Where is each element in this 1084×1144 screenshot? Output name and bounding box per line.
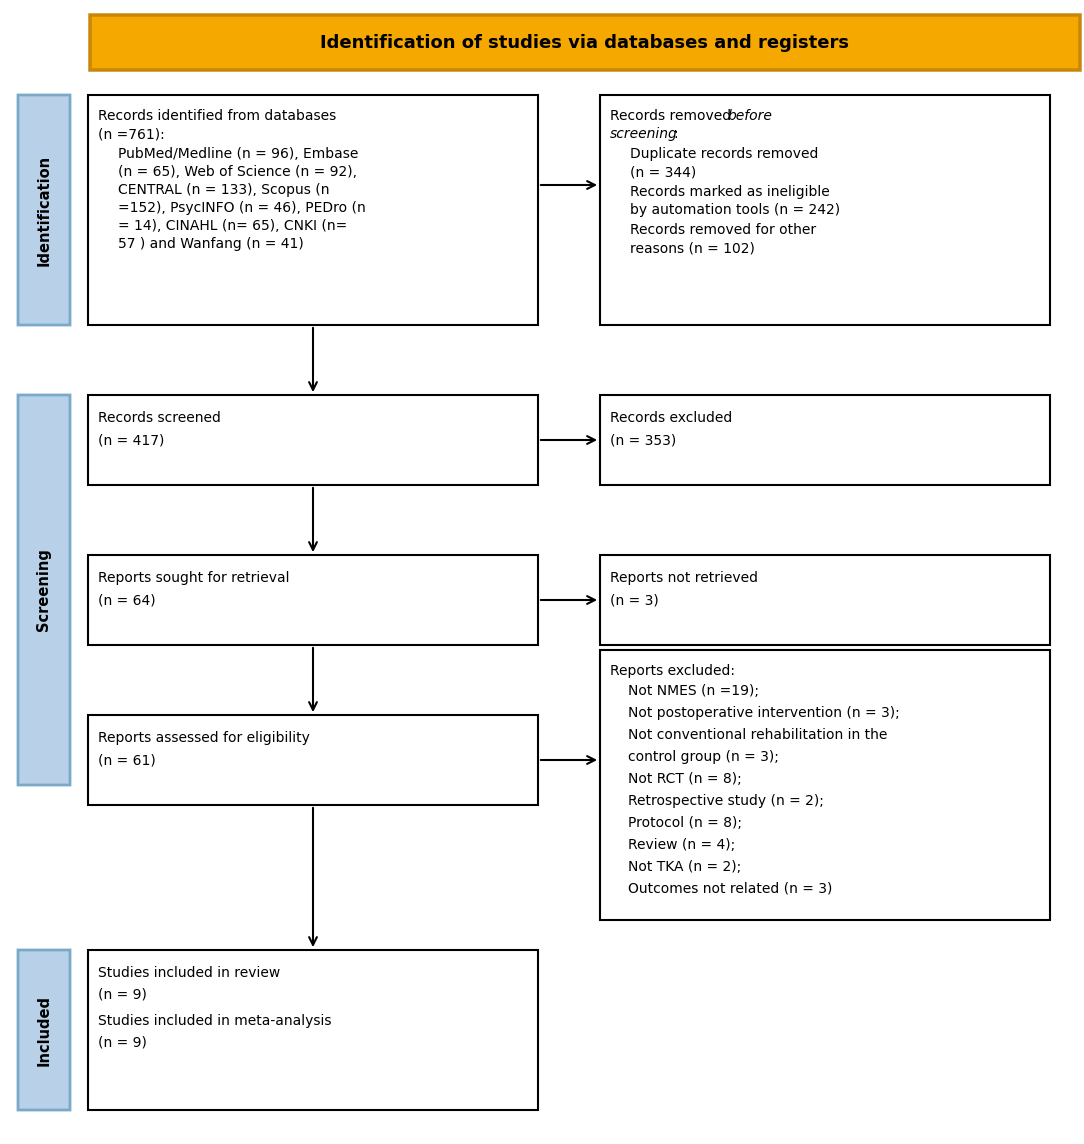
Text: Outcomes not related (n = 3): Outcomes not related (n = 3) <box>628 882 833 896</box>
Text: (n = 64): (n = 64) <box>98 593 156 607</box>
Text: Not TKA (n = 2);: Not TKA (n = 2); <box>628 860 741 874</box>
Bar <box>88 950 538 1110</box>
Text: (n = 344): (n = 344) <box>630 165 696 178</box>
Text: Reports assessed for eligibility: Reports assessed for eligibility <box>98 731 310 745</box>
Text: =152), PsycINFO (n = 46), PEDro (n: =152), PsycINFO (n = 46), PEDro (n <box>118 201 365 215</box>
Text: Not postoperative intervention (n = 3);: Not postoperative intervention (n = 3); <box>628 706 900 720</box>
Text: Records excluded: Records excluded <box>610 411 733 426</box>
Text: Identification: Identification <box>37 154 52 265</box>
Text: Not RCT (n = 8);: Not RCT (n = 8); <box>628 772 741 786</box>
Text: (n = 353): (n = 353) <box>610 432 676 447</box>
Text: control group (n = 3);: control group (n = 3); <box>628 750 779 764</box>
Text: (n = 3): (n = 3) <box>610 593 659 607</box>
Text: Records removed for other: Records removed for other <box>630 223 816 237</box>
FancyBboxPatch shape <box>18 950 70 1110</box>
Bar <box>601 95 1050 325</box>
Text: Screening: Screening <box>37 549 52 631</box>
Text: by automation tools (n = 242): by automation tools (n = 242) <box>630 202 840 217</box>
Text: before: before <box>728 109 773 124</box>
Text: Not conventional rehabilitation in the: Not conventional rehabilitation in the <box>628 728 888 742</box>
Bar <box>88 715 538 805</box>
FancyBboxPatch shape <box>18 395 70 785</box>
Text: Reports not retrieved: Reports not retrieved <box>610 571 758 585</box>
Text: Included: Included <box>37 994 52 1065</box>
Text: CENTRAL (n = 133), Scopus (n: CENTRAL (n = 133), Scopus (n <box>118 183 330 197</box>
Text: Records marked as ineligible: Records marked as ineligible <box>630 185 829 199</box>
FancyBboxPatch shape <box>90 15 1080 70</box>
Text: Duplicate records removed: Duplicate records removed <box>630 146 818 161</box>
Text: Records screened: Records screened <box>98 411 221 426</box>
Text: Records removed: Records removed <box>610 109 736 124</box>
Text: (n = 65), Web of Science (n = 92),: (n = 65), Web of Science (n = 92), <box>118 165 357 178</box>
Text: (n = 61): (n = 61) <box>98 753 156 766</box>
Text: = 14), CINAHL (n= 65), CNKI (n=: = 14), CINAHL (n= 65), CNKI (n= <box>118 219 347 233</box>
Bar <box>88 395 538 485</box>
Text: Records identified from databases: Records identified from databases <box>98 109 336 124</box>
Text: (n = 9): (n = 9) <box>98 988 146 1002</box>
Text: screening: screening <box>610 127 678 141</box>
Text: 57 ) and Wanfang (n = 41): 57 ) and Wanfang (n = 41) <box>118 237 304 251</box>
Text: Identification of studies via databases and registers: Identification of studies via databases … <box>321 33 850 51</box>
Text: Retrospective study (n = 2);: Retrospective study (n = 2); <box>628 794 824 808</box>
Text: Studies included in meta-analysis: Studies included in meta-analysis <box>98 1014 332 1028</box>
Text: Reports excluded:: Reports excluded: <box>610 664 735 678</box>
Text: (n = 9): (n = 9) <box>98 1036 146 1050</box>
Text: Studies included in review: Studies included in review <box>98 966 281 980</box>
Text: Reports sought for retrieval: Reports sought for retrieval <box>98 571 289 585</box>
Text: PubMed/Medline (n = 96), Embase: PubMed/Medline (n = 96), Embase <box>118 146 359 161</box>
Text: (n = 417): (n = 417) <box>98 432 165 447</box>
Text: Review (n = 4);: Review (n = 4); <box>628 839 735 852</box>
Text: (n =761):: (n =761): <box>98 127 165 141</box>
Text: reasons (n = 102): reasons (n = 102) <box>630 241 754 255</box>
Bar <box>88 95 538 325</box>
Text: Protocol (n = 8);: Protocol (n = 8); <box>628 816 743 831</box>
Bar <box>601 555 1050 645</box>
Text: :: : <box>673 127 678 141</box>
Bar <box>601 650 1050 920</box>
Bar <box>88 555 538 645</box>
FancyBboxPatch shape <box>18 95 70 325</box>
Bar <box>601 395 1050 485</box>
Text: Not NMES (n =19);: Not NMES (n =19); <box>628 684 759 698</box>
